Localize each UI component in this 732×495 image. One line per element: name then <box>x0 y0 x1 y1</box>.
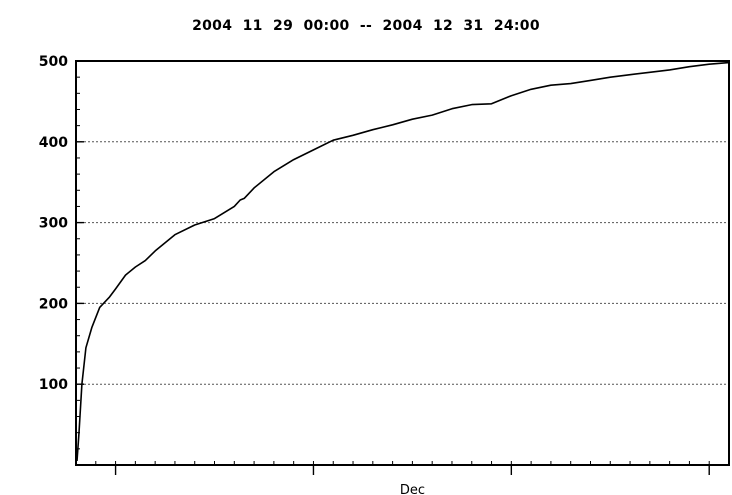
x-month-label: Dec <box>400 483 425 495</box>
y-tick-label-400: 400 <box>39 135 68 151</box>
y-tick-label-300: 300 <box>39 216 68 232</box>
x-axis-labels: Dec <box>400 483 425 495</box>
plot-area-frame <box>75 60 730 466</box>
series-line <box>76 61 730 462</box>
major-ticks <box>76 60 710 475</box>
gridlines <box>76 141 729 385</box>
y-axis-tick-labels: 100 200 300 400 500 <box>39 54 68 393</box>
y-tick-label-100: 100 <box>39 377 68 393</box>
y-tick-label-500: 500 <box>39 54 68 70</box>
y-tick-label-200: 200 <box>39 296 68 312</box>
chart-subtitle: 2004 11 29 00:00 -- 2004 12 31 24:00 <box>192 18 540 34</box>
minor-ticks <box>76 76 710 465</box>
